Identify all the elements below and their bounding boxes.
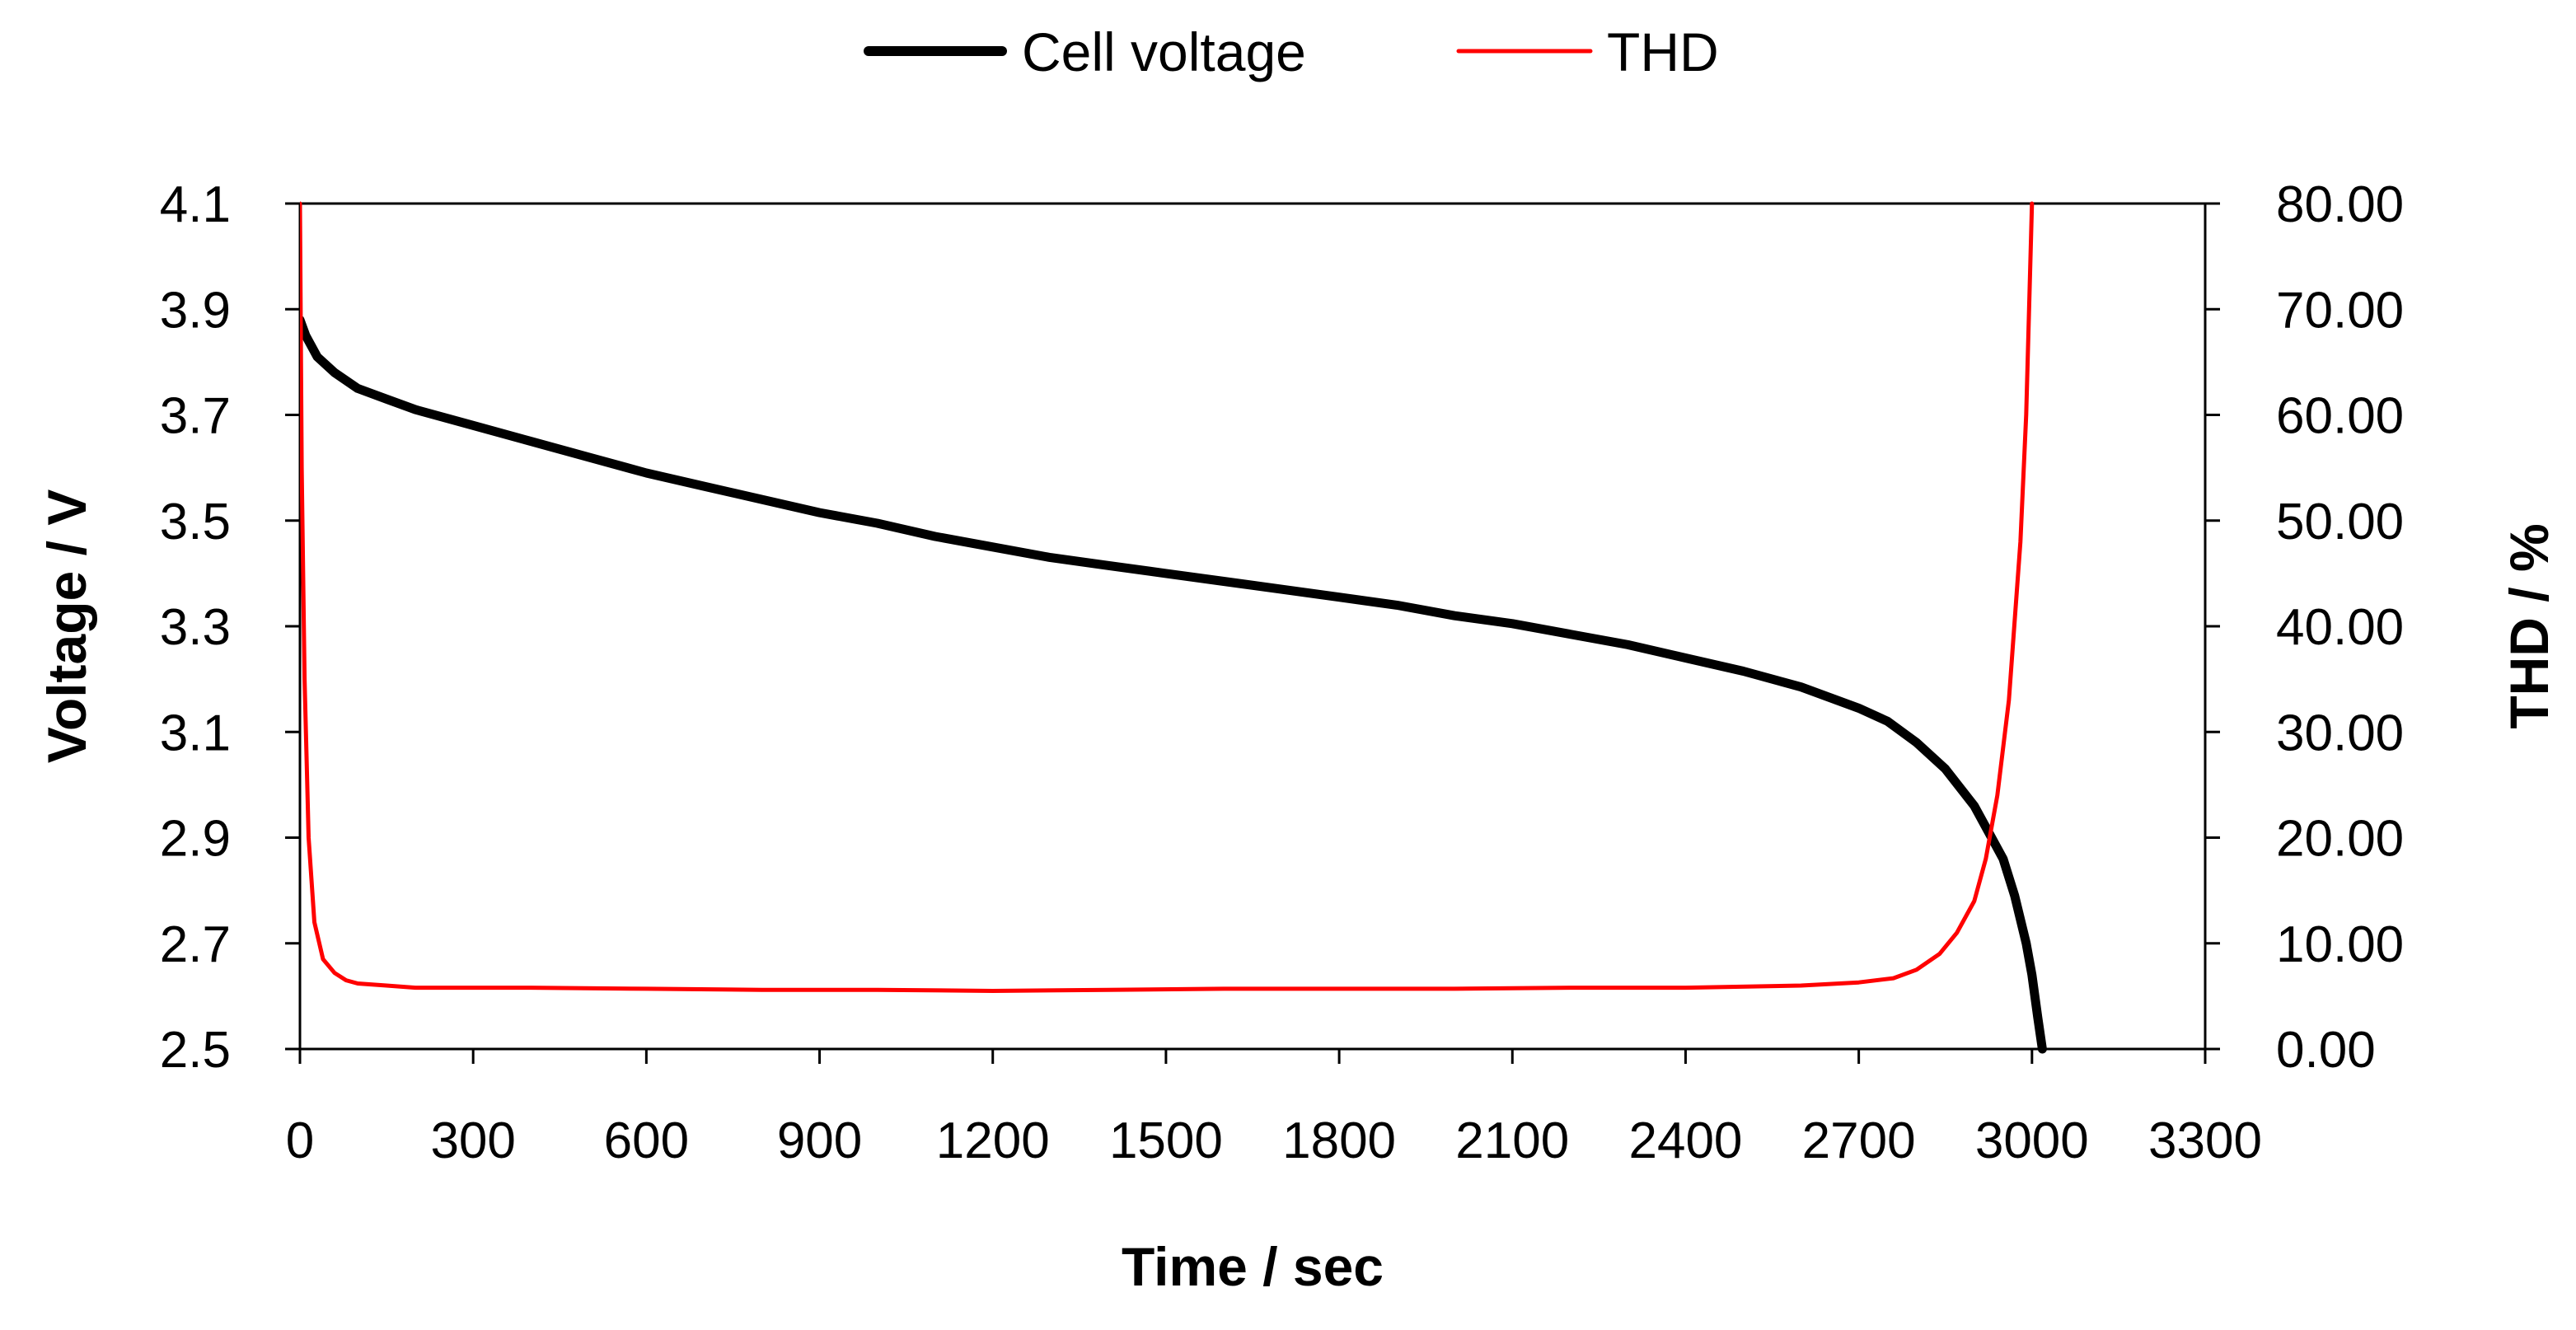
- y2-tick-label: 50.00: [2276, 494, 2404, 550]
- y-tick-label: 3.1: [160, 705, 231, 761]
- y2-tick-label: 80.00: [2276, 176, 2404, 233]
- y-tick-label: 4.1: [160, 176, 231, 233]
- legend-label-cell-voltage: Cell voltage: [1022, 21, 1306, 82]
- x-axis-title: Time / sec: [1122, 1236, 1384, 1297]
- x-tick-label: 3000: [1975, 1112, 2089, 1169]
- y-tick-label: 2.7: [160, 916, 231, 973]
- y2-tick-label: 20.00: [2276, 811, 2404, 868]
- x-tick-label: 300: [430, 1112, 515, 1169]
- x-tick-label: 2700: [1802, 1112, 1916, 1169]
- x-tick-label: 0: [286, 1112, 314, 1169]
- series-line-thd: [300, 201, 2035, 993]
- y2-tick-label: 0.00: [2276, 1022, 2376, 1079]
- y-tick-label: 3.9: [160, 282, 231, 339]
- x-tick-label: 2400: [1628, 1112, 1742, 1169]
- y-tick-label: 3.7: [160, 388, 231, 445]
- series-line-cell-voltage: [300, 315, 2047, 1054]
- y-tick-label: 3.5: [160, 494, 231, 550]
- y2-axis-title: THD / %: [2499, 523, 2560, 728]
- x-tick-label: 900: [777, 1112, 862, 1169]
- y-tick-label: 3.3: [160, 599, 231, 656]
- y2-tick-label: 30.00: [2276, 705, 2404, 761]
- legend-label-thd: THD: [1607, 21, 1719, 82]
- y2-tick-label: 10.00: [2276, 916, 2404, 973]
- y2-tick-label: 60.00: [2276, 388, 2404, 445]
- x-tick-label: 1800: [1282, 1112, 1396, 1169]
- y2-tick-label: 40.00: [2276, 599, 2404, 656]
- y-axis-title: Voltage / V: [36, 489, 97, 764]
- y2-tick-label: 70.00: [2276, 282, 2404, 339]
- y-tick-label: 2.9: [160, 811, 231, 868]
- x-tick-label: 600: [604, 1112, 689, 1169]
- x-tick-label: 1200: [936, 1112, 1050, 1169]
- x-tick-label: 2100: [1455, 1112, 1569, 1169]
- plot-frame: [298, 202, 2207, 1051]
- x-tick-label: 1500: [1109, 1112, 1223, 1169]
- y-tick-label: 2.5: [160, 1022, 231, 1079]
- x-tick-label: 3300: [2148, 1112, 2262, 1169]
